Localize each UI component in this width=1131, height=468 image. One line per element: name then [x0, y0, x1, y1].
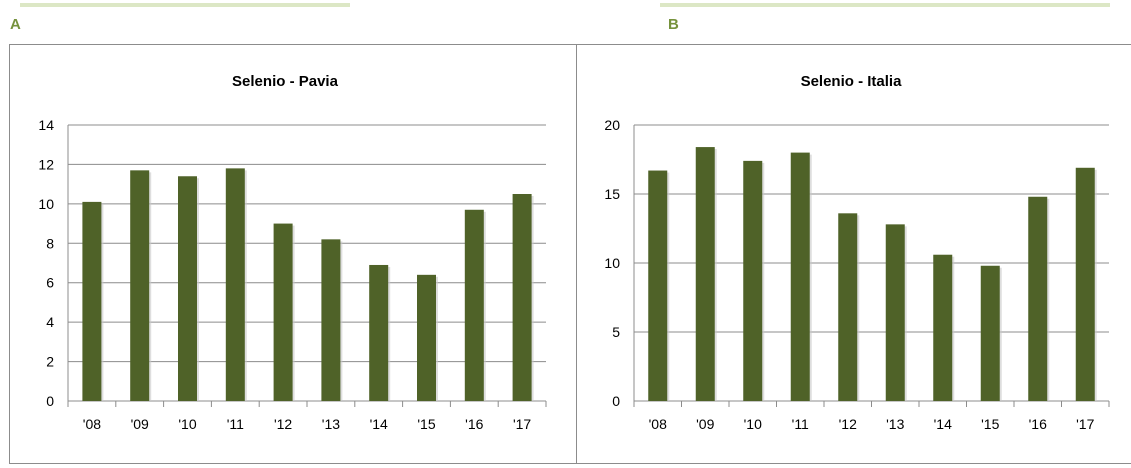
chart-title: Selenio - Pavia	[232, 73, 339, 90]
bar-11	[225, 168, 245, 401]
x-tick-label: '09	[696, 416, 714, 432]
x-tick-label: '08	[83, 416, 101, 432]
y-tick-label: 15	[604, 186, 620, 202]
bar-13	[885, 224, 905, 401]
x-tick-label: '15	[981, 416, 999, 432]
y-tick-label: 8	[46, 235, 54, 251]
x-tick-label: '10	[178, 416, 196, 432]
chart-italia-svg: Selenio - Italia 0 5 10 15 20 '08 '09 '10 '11 '12 '…	[604, 73, 1110, 432]
y-tick-label: 0	[612, 393, 620, 409]
chart-pavia-svg: Selenio - Pavia 0 2 4 6 8 10 12 14 '08 '09 '10 '11 '1…	[38, 73, 547, 432]
cropped-header-strip	[0, 0, 1131, 10]
y-tick-label: 10	[38, 196, 54, 212]
chart-pavia: Selenio - Pavia 0 2 4 6 8 10 12 14 '08 '09 '10 '11 '1…	[9, 44, 577, 464]
bar-10	[178, 176, 197, 401]
y-tick-label: 4	[46, 314, 54, 330]
chart-title: Selenio - Italia	[801, 73, 903, 90]
panel-label-a: A	[10, 16, 21, 33]
x-tick-label: '13	[322, 416, 340, 432]
bar-09	[695, 147, 715, 401]
bar-13	[321, 239, 341, 401]
x-tick-label: '15	[417, 416, 435, 432]
y-tick-label: 5	[612, 324, 620, 340]
x-tick-label: '16	[1029, 416, 1047, 432]
x-tick-label: '11	[792, 416, 809, 432]
x-tick-label: '09	[131, 416, 149, 432]
x-tick-label: '13	[886, 416, 904, 432]
bar-14	[369, 264, 389, 401]
x-tick-label: '11	[227, 416, 244, 432]
bar-12	[838, 213, 858, 401]
chart-italia: Selenio - Italia 0 5 10 15 20 '08 '09 '10 '11 '12 '…	[576, 44, 1131, 464]
bar-14	[933, 254, 953, 401]
x-tick-label: '16	[465, 416, 483, 432]
x-tick-label: '08	[649, 416, 667, 432]
bar-09	[130, 170, 150, 401]
bar-10	[743, 160, 763, 401]
y-tick-label: 14	[38, 117, 54, 133]
bar-17	[1075, 167, 1095, 401]
y-tick-label: 2	[46, 354, 54, 370]
bar-08	[82, 201, 102, 401]
bar-17	[512, 194, 532, 401]
x-tick-label: '17	[513, 416, 531, 432]
x-tick-label: '10	[744, 416, 762, 432]
bar-11	[790, 152, 810, 401]
y-tick-label: 20	[604, 117, 620, 133]
bar-15	[417, 274, 436, 401]
y-tick-label: 6	[46, 275, 54, 291]
y-tick-label: 12	[38, 156, 54, 172]
x-tick-label: '17	[1076, 416, 1094, 432]
bar-16	[464, 209, 484, 401]
x-tick-label: '12	[274, 416, 292, 432]
bar-15	[980, 265, 1000, 401]
y-tick-label: 10	[604, 255, 620, 271]
y-tick-label: 0	[46, 393, 54, 409]
bar-08	[648, 170, 668, 401]
bar-12	[273, 223, 293, 401]
panel-label-b: B	[668, 16, 679, 33]
bar-16	[1028, 196, 1048, 401]
x-tick-label: '12	[839, 416, 857, 432]
x-tick-label: '14	[370, 416, 388, 432]
x-tick-label: '14	[934, 416, 952, 432]
